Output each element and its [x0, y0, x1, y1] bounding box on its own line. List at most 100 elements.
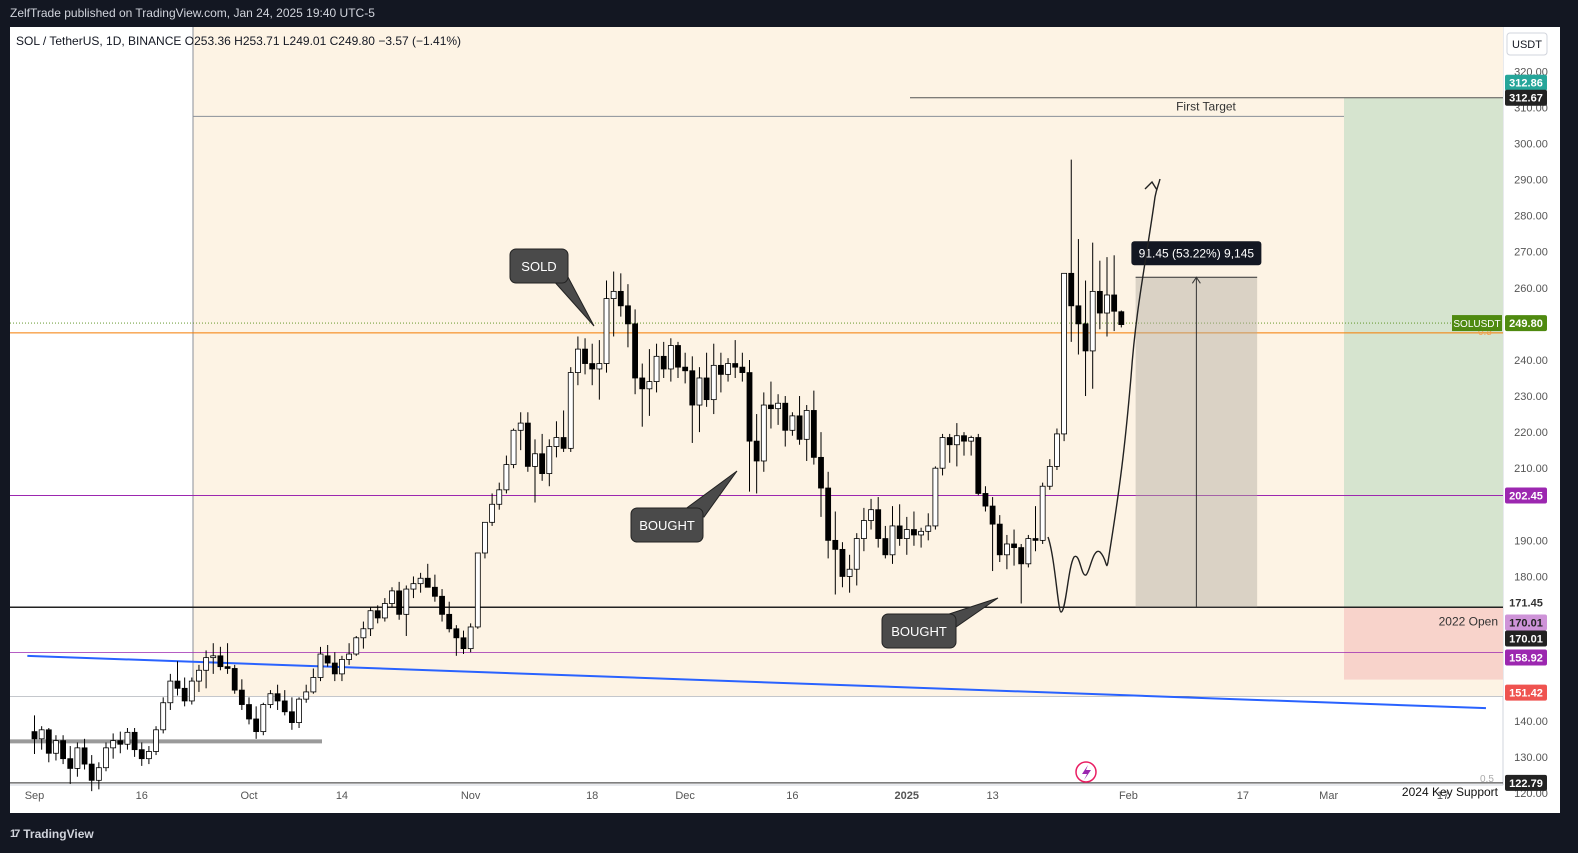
candle[interactable] [274, 693, 281, 702]
candle[interactable] [939, 437, 946, 469]
candle[interactable] [310, 677, 317, 693]
candle[interactable] [153, 729, 159, 752]
candle[interactable] [889, 525, 896, 556]
candle[interactable] [567, 372, 574, 449]
candle[interactable] [53, 740, 59, 754]
candle[interactable] [167, 680, 174, 704]
candle[interactable] [882, 538, 889, 556]
candle[interactable] [968, 437, 975, 442]
candle[interactable] [596, 363, 603, 370]
candle[interactable] [732, 363, 739, 368]
candle[interactable] [31, 731, 38, 740]
candle[interactable] [1025, 538, 1032, 565]
candle[interactable] [768, 404, 774, 410]
candle[interactable] [489, 503, 496, 523]
candle[interactable] [918, 530, 924, 536]
candle[interactable] [946, 437, 953, 446]
candle[interactable] [517, 422, 524, 431]
candle[interactable] [989, 505, 996, 525]
bought-callout-2-box[interactable] [881, 613, 957, 649]
candle[interactable] [1039, 485, 1046, 541]
candle[interactable] [539, 453, 546, 475]
candle[interactable] [1018, 547, 1025, 565]
candle[interactable] [253, 718, 260, 733]
candle[interactable] [138, 749, 145, 760]
candle[interactable] [131, 731, 138, 751]
candle[interactable] [174, 680, 181, 689]
candle[interactable] [231, 668, 238, 691]
candle[interactable] [524, 422, 531, 467]
candle[interactable] [1118, 311, 1125, 325]
candle[interactable] [1111, 294, 1118, 312]
chart-frame[interactable]: First Target 0.5 2022 Open 2024 Key Support… [10, 27, 1560, 813]
candle[interactable] [203, 657, 210, 671]
candle[interactable] [1089, 290, 1096, 352]
candle[interactable] [775, 402, 781, 410]
candle[interactable] [796, 415, 803, 440]
candle[interactable] [360, 628, 367, 639]
candle[interactable] [110, 740, 117, 749]
candle[interactable] [67, 758, 74, 769]
candle[interactable] [510, 429, 517, 465]
candle[interactable] [346, 653, 353, 660]
candle[interactable] [903, 529, 910, 539]
candle[interactable] [682, 366, 689, 372]
candle[interactable] [832, 539, 839, 550]
candle[interactable] [374, 610, 381, 619]
candle[interactable] [439, 595, 445, 615]
candle[interactable] [546, 446, 553, 475]
candle[interactable] [117, 740, 124, 745]
candle[interactable] [482, 521, 488, 554]
price-chart[interactable]: First Target 0.5 2022 Open 2024 Key Support… [10, 27, 1560, 813]
candle[interactable] [810, 410, 817, 458]
candle[interactable] [74, 747, 81, 769]
candle[interactable] [896, 525, 903, 539]
candle[interactable] [925, 525, 932, 532]
candle[interactable] [675, 345, 681, 368]
candle[interactable] [1054, 433, 1060, 467]
candle[interactable] [1046, 465, 1053, 487]
candle[interactable] [625, 305, 631, 325]
candle[interactable] [1061, 272, 1067, 435]
candle[interactable] [288, 711, 295, 723]
candle[interactable] [503, 464, 510, 491]
candle[interactable] [296, 698, 302, 723]
candle[interactable] [632, 323, 638, 379]
candle[interactable] [932, 467, 939, 527]
candle[interactable] [803, 410, 810, 440]
candle[interactable] [410, 583, 417, 590]
candle[interactable] [446, 613, 453, 630]
currency-button[interactable] [1506, 32, 1548, 56]
candle[interactable] [1082, 323, 1089, 352]
candle[interactable] [246, 704, 252, 720]
candle[interactable] [789, 415, 796, 431]
candle[interactable] [431, 586, 438, 597]
candle[interactable] [617, 290, 624, 307]
candle[interactable] [646, 381, 653, 390]
candle[interactable] [1075, 305, 1082, 325]
blue-trendline[interactable] [27, 654, 1486, 710]
candle[interactable] [953, 435, 960, 446]
candle[interactable] [467, 626, 474, 650]
candle[interactable] [703, 377, 710, 401]
bought-callout-1-box[interactable] [630, 507, 704, 543]
candle[interactable] [753, 440, 760, 462]
candle[interactable] [238, 689, 245, 705]
candle[interactable] [532, 453, 538, 467]
candle[interactable] [353, 637, 360, 655]
candle[interactable] [1032, 538, 1039, 541]
candle[interactable] [667, 345, 674, 370]
candle[interactable] [1104, 294, 1110, 314]
candle[interactable] [853, 538, 860, 570]
candle[interactable] [396, 590, 403, 615]
candle[interactable] [196, 669, 202, 682]
candle[interactable] [610, 290, 617, 299]
candle[interactable] [474, 552, 481, 628]
candle[interactable] [81, 747, 88, 765]
candle[interactable] [718, 364, 724, 375]
candle[interactable] [260, 704, 267, 733]
candle[interactable] [660, 355, 667, 370]
candle[interactable] [224, 666, 231, 669]
candle[interactable] [331, 662, 338, 675]
candle[interactable] [839, 548, 846, 577]
